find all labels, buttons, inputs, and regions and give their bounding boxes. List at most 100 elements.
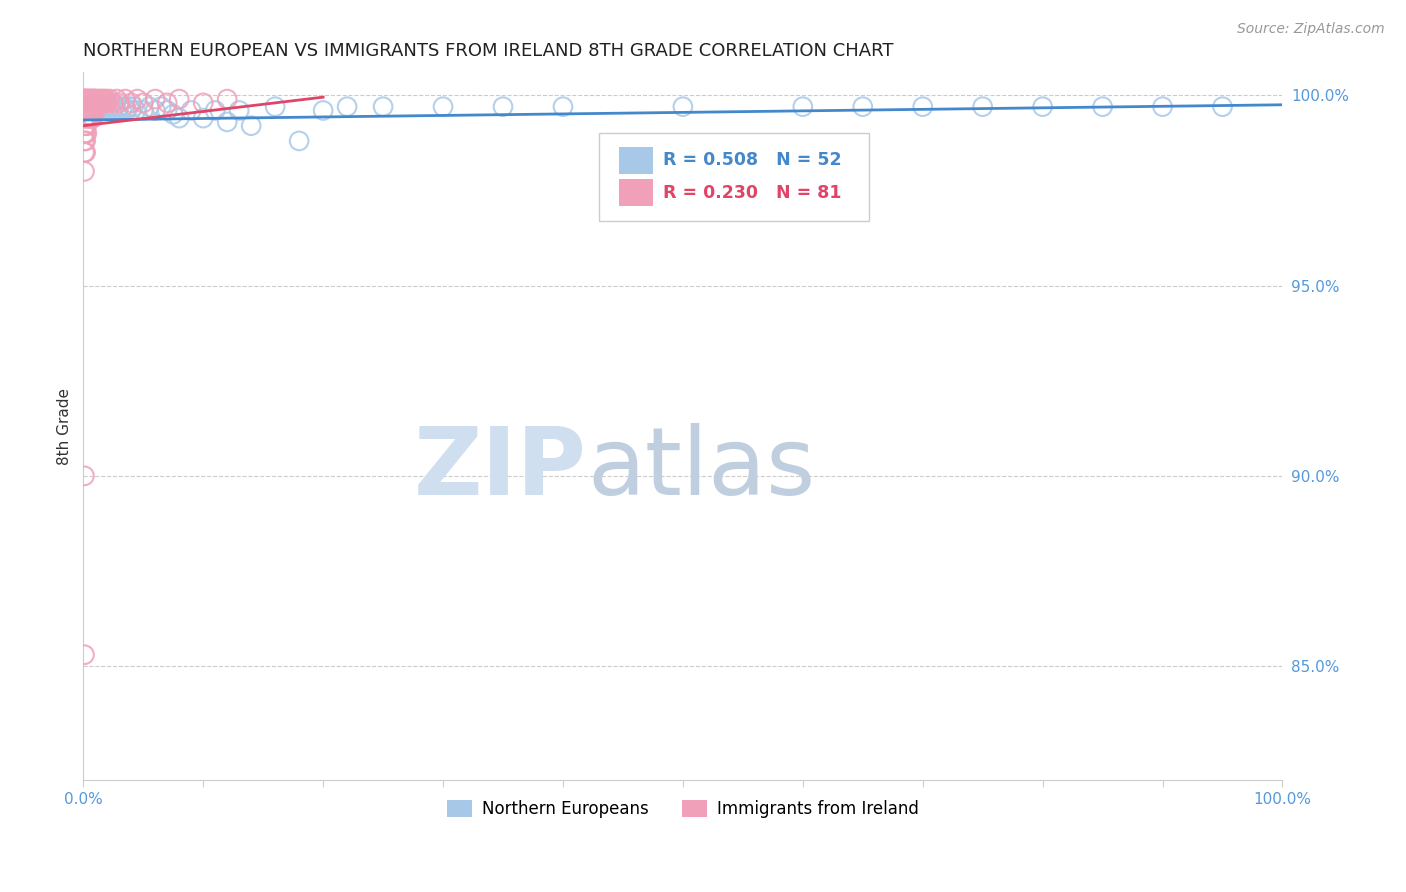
Point	[83, 95, 105, 110]
Point	[1032, 100, 1054, 114]
Point	[79, 111, 101, 125]
Text: NORTHERN EUROPEAN VS IMMIGRANTS FROM IRELAND 8TH GRADE CORRELATION CHART: NORTHERN EUROPEAN VS IMMIGRANTS FROM IRE…	[83, 42, 894, 60]
Point	[79, 100, 101, 114]
Point	[76, 103, 98, 118]
Point	[1091, 100, 1114, 114]
Point	[77, 92, 100, 106]
Point	[91, 95, 114, 110]
Bar	[619, 179, 652, 206]
Point	[105, 103, 128, 118]
Point	[162, 107, 184, 121]
Point	[86, 92, 108, 106]
Point	[75, 92, 97, 106]
Point	[132, 103, 155, 118]
Point	[77, 103, 100, 118]
Point	[80, 103, 103, 118]
Point	[84, 100, 107, 114]
Point	[98, 100, 121, 114]
Point	[551, 100, 574, 114]
Point	[75, 119, 97, 133]
Point	[132, 95, 155, 110]
Point	[79, 95, 101, 110]
Point	[122, 100, 145, 114]
Point	[79, 92, 101, 106]
Point	[127, 92, 149, 106]
Point	[73, 145, 96, 160]
Point	[114, 92, 136, 106]
Point	[911, 100, 934, 114]
Point	[73, 648, 96, 662]
Point	[76, 95, 98, 110]
Point	[77, 95, 100, 110]
Point	[82, 95, 104, 110]
Point	[73, 126, 96, 140]
Point	[77, 111, 100, 125]
Point	[217, 115, 239, 129]
Point	[288, 134, 311, 148]
Point	[89, 100, 111, 114]
Text: atlas: atlas	[586, 423, 815, 515]
Point	[94, 100, 117, 114]
Point	[73, 92, 96, 106]
Bar	[619, 147, 652, 174]
Point	[336, 100, 359, 114]
Point	[93, 92, 115, 106]
Text: R = 0.230   N = 81: R = 0.230 N = 81	[662, 184, 841, 202]
Point	[240, 119, 263, 133]
Point	[204, 103, 226, 118]
Point	[111, 103, 134, 118]
Point	[852, 100, 875, 114]
Point	[112, 100, 135, 114]
Point	[1152, 100, 1174, 114]
Point	[77, 103, 100, 118]
Point	[120, 103, 142, 118]
Point	[86, 95, 108, 110]
Point	[76, 100, 98, 114]
Point	[96, 103, 118, 118]
Point	[143, 92, 166, 106]
Point	[167, 111, 190, 125]
Text: Source: ZipAtlas.com: Source: ZipAtlas.com	[1237, 22, 1385, 37]
Point	[79, 103, 101, 118]
Point	[75, 100, 97, 114]
Point	[86, 103, 108, 118]
Point	[75, 100, 97, 114]
Point	[193, 95, 215, 110]
Point	[73, 103, 96, 118]
Point	[91, 103, 114, 118]
Point	[94, 95, 117, 110]
Point	[792, 100, 814, 114]
Point	[79, 103, 101, 118]
Point	[96, 95, 118, 110]
Point	[156, 103, 179, 118]
Point	[138, 100, 160, 114]
Point	[167, 92, 190, 106]
Point	[89, 95, 111, 110]
Point	[90, 92, 112, 106]
Point	[312, 103, 335, 118]
Point	[75, 95, 97, 110]
Point	[193, 111, 215, 125]
Point	[73, 468, 96, 483]
Point	[105, 92, 128, 106]
Point	[108, 95, 131, 110]
Point	[73, 92, 96, 106]
Point	[75, 145, 97, 160]
Point	[108, 100, 131, 114]
Point	[83, 92, 105, 106]
Point	[76, 92, 98, 106]
Point	[84, 103, 107, 118]
Point	[103, 95, 125, 110]
Point	[79, 100, 101, 114]
Point	[1212, 100, 1234, 114]
Point	[79, 95, 101, 110]
Point	[80, 111, 103, 125]
Point	[94, 92, 117, 106]
Point	[80, 95, 103, 110]
Point	[180, 103, 202, 118]
Point	[103, 100, 125, 114]
Point	[75, 126, 97, 140]
Point	[82, 103, 104, 118]
Point	[84, 92, 107, 106]
Point	[73, 134, 96, 148]
